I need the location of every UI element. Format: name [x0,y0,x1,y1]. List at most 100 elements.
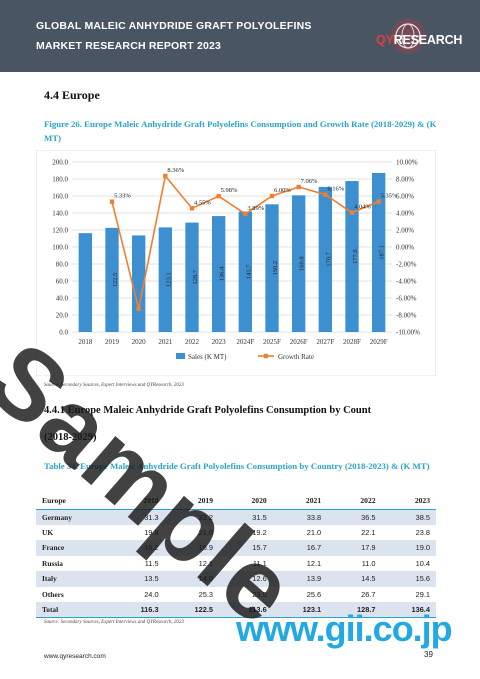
growth-rate-point [216,193,221,199]
logo-suffix: RESEARCH [393,33,463,47]
table-cell: 12.1 [198,558,213,568]
table-cell: 113.6 [219,602,273,618]
growth-rate-label: 8.36% [167,167,184,174]
bar-2021 [158,227,172,332]
table-cell: 123.1 [272,602,328,618]
y-left-tick-label: 0.0 [59,329,68,337]
growth-rate-label: 5.35% [381,193,398,200]
growth-rate-label: 3.89% [247,205,264,212]
table-row: Russia 11.5 12.1 11.1 12.1 11.0 10.4 [36,556,436,572]
table-source-note: Source: Secondary Sources, Expert Interv… [44,620,184,625]
y-left-tick-label: 160.0 [52,193,68,201]
bar-2024F [238,211,252,332]
column-header: 2020 [219,493,273,510]
table-cell: 12.1 [306,558,322,568]
table-cell: 19.2 [252,527,267,537]
table-cell: 122.5 [164,602,219,618]
x-tick-label: 2022 [185,338,200,346]
table-cell: 22.1 [361,527,376,537]
table-cell: 128.7 [327,602,382,618]
table-cell: 23.5 [252,589,267,599]
table-cell: 13.9 [272,571,328,587]
table-cell: 16.7 [272,540,328,556]
table-cell: 15.7 [219,540,273,556]
table-cell: 33.2 [164,509,219,525]
chart-frame [36,150,436,376]
table-row: Italy 13.5 14.0 12.6 13.9 14.5 15.6 [36,571,436,587]
subsection-years: (2018-2029) [44,432,97,443]
bar-2018 [78,233,92,332]
growth-rate-label: 7.06% [301,178,318,185]
x-tick-label: 2024F [236,338,254,346]
table-cell: 11.5 [144,558,159,568]
legend-sales-label: Sales (K MT) [188,353,227,361]
growth-rate-point [349,210,355,215]
bar-2022 [185,222,199,332]
table-row: Germany 31.3 33.2 31.5 33.8 36.5 38.5 [36,509,436,525]
bar-value-label: 160.8 [299,256,306,271]
y-left-tick-label: 100.0 [52,244,68,252]
bar-value-label: 187.1 [379,245,386,260]
growth-rate-label: 4.04% [354,204,371,211]
bar-2019 [105,227,119,332]
growth-rate-point [243,211,248,217]
figure-caption: Figure 26. Europe Maleic Anhydride Graft… [44,119,437,143]
x-tick-label: 2019 [105,338,120,346]
y-right-tick-label: 6.00% [396,193,414,201]
table-row: UK 19.8 21.0 19.2 21.0 22.1 23.8 [36,525,436,541]
x-tick-label: 2018 [78,338,93,346]
bar-value-label: 141.7 [245,264,252,279]
growth-rate-point [109,199,115,204]
table-cell: 25.6 [306,589,322,599]
growth-rate-label: 5.98% [221,187,238,194]
table-row: Others 24.0 25.3 23.5 25.6 26.7 29.1 [36,587,436,603]
y-right-tick-label: -2.00% [396,261,417,269]
logo-text: QYRESEARCH [376,33,462,47]
bar-2029F [372,172,386,332]
y-right-tick-label: 8.00% [396,176,414,184]
table-cell: 17.9 [327,540,382,556]
footer-url[interactable]: www.qyresearch.com [44,653,106,660]
column-header: 2022 [327,493,382,510]
table-cell: 15.6 [381,571,436,587]
y-left-tick-label: 180.0 [52,176,68,184]
growth-rate-label: 5.33% [114,193,131,200]
bar-2025F [265,204,279,332]
row-label: Germany [36,509,111,525]
x-tick-label: 2027F [316,338,334,346]
table-cell: 24.0 [144,589,159,599]
table-cell: 11.0 [361,558,376,568]
bar-value-label: 123.1 [165,272,172,287]
bar-2028F [345,181,359,332]
qyresearch-logo [391,19,425,53]
legend-rate-marker [263,353,269,359]
growth-rate-point [376,199,381,204]
table-cell: 23.8 [415,527,430,537]
growth-rate-point [323,192,328,197]
subsection-title: 4.4.1 Europe Maleic Anhydride Graft Poly… [44,405,372,416]
growth-rate-point [189,206,195,211]
table-caption: Table 34. Europe Maleic Anhydride Graft … [44,461,430,471]
table-cell: 19.8 [144,527,159,537]
table-cell: 26.7 [361,589,376,599]
growth-rate-point [296,184,301,190]
y-left-tick-label: 200.0 [52,159,68,167]
y-left-tick-label: 140.0 [52,210,68,218]
table-cell: 19.0 [381,540,436,556]
table-cell: 14.5 [327,571,382,587]
row-label: France [36,540,111,556]
table-cell: 136.4 [381,602,436,618]
y-left-tick-label: 60.0 [56,278,69,286]
page-number: 39 [424,650,433,659]
column-header: 2018 [110,493,165,510]
bar-value-label: 128.7 [192,269,199,284]
report-title: GLOBAL MALEIC ANHYDRIDE GRAFT POLYOLEFIN… [36,20,312,52]
y-right-tick-label: 4.00% [396,210,414,218]
y-left-tick-label: 120.0 [52,227,68,235]
table-cell: 31.5 [219,509,273,525]
growth-rate-label: 4.55% [194,199,211,206]
table-cell: 36.5 [327,509,382,525]
y-right-tick-label: -10.00% [396,329,420,337]
table-cell: 33.8 [272,509,328,525]
bar-2026F [292,195,306,332]
